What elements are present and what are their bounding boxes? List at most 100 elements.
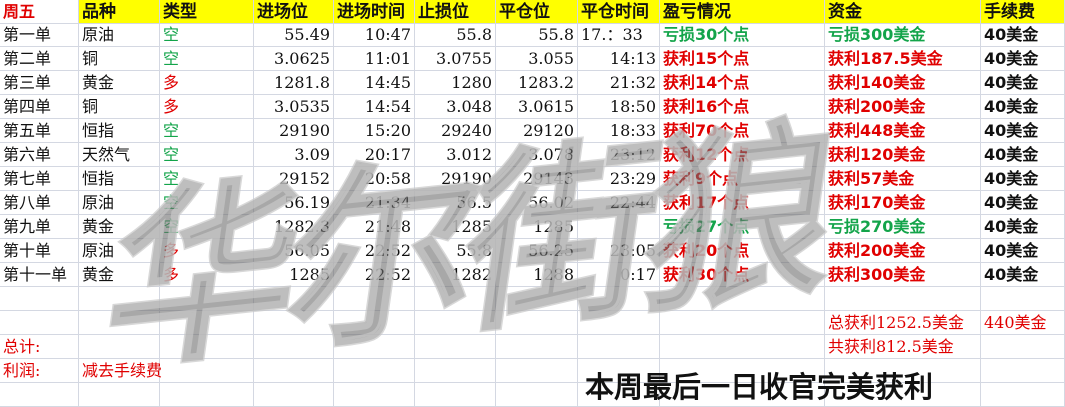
header-day[interactable]: 周五 [0, 0, 79, 24]
cell-pnl-points[interactable]: 获利15个点 [660, 47, 825, 71]
cell-stop-loss[interactable]: 1280 [415, 71, 496, 95]
cell-exit-time[interactable]: 23:05 [578, 239, 660, 263]
cell-pnl-points[interactable]: 获利9个点 [660, 167, 825, 191]
empty-cell[interactable] [0, 383, 79, 407]
header-stop-loss[interactable]: 止损位 [415, 0, 496, 24]
cell-entry-price[interactable]: 3.09 [254, 143, 334, 167]
cell-entry-price[interactable]: 29190 [254, 119, 334, 143]
cell-pnl-points[interactable]: 获利16个点 [660, 95, 825, 119]
cell-exit-time[interactable]: 14:13 [578, 47, 660, 71]
cell-stop-loss[interactable]: 3.0755 [415, 47, 496, 71]
cell-order[interactable]: 第五单 [0, 119, 79, 143]
cell-exit-time[interactable]: 21:32 [578, 71, 660, 95]
cell-fee[interactable]: 40美金 [981, 239, 1065, 263]
header-product[interactable]: 品种 [79, 0, 160, 24]
header-exit-time[interactable]: 平仓时间 [578, 0, 660, 24]
empty-cell[interactable] [660, 359, 825, 383]
cell-product[interactable]: 黄金 [79, 71, 160, 95]
cell-pnl-amount[interactable]: 获利448美金 [825, 119, 981, 143]
cell-exit-price[interactable]: 29120 [496, 119, 578, 143]
empty-cell[interactable] [254, 359, 334, 383]
cell-stop-loss[interactable]: 55.8 [415, 239, 496, 263]
cell-exit-price[interactable]: 3.055 [496, 47, 578, 71]
empty-cell[interactable] [79, 287, 160, 311]
cell-direction[interactable]: 空 [160, 215, 254, 239]
minus-fee-note[interactable]: 减去手续费 [79, 359, 162, 383]
cell-direction[interactable]: 空 [160, 143, 254, 167]
cell-entry-time[interactable]: 21:48 [334, 215, 415, 239]
header-pnl-points[interactable]: 盈亏情况 [660, 0, 825, 24]
empty-cell[interactable] [254, 383, 334, 407]
cell-fee[interactable]: 40美金 [981, 95, 1065, 119]
empty-cell[interactable] [415, 287, 496, 311]
empty-cell[interactable] [334, 383, 415, 407]
empty-cell[interactable] [578, 335, 660, 359]
cell-pnl-amount[interactable]: 获利200美金 [825, 95, 981, 119]
cell-stop-loss[interactable]: 3.012 [415, 143, 496, 167]
cell-entry-time[interactable]: 10:47 [334, 23, 415, 47]
cell-fee[interactable]: 40美金 [981, 119, 1065, 143]
cell-exit-price[interactable]: 56.25 [496, 239, 578, 263]
cell-order[interactable]: 第二单 [0, 47, 79, 71]
cell-entry-price[interactable]: 3.0625 [254, 47, 334, 71]
header-direction[interactable]: 类型 [160, 0, 254, 24]
cell-pnl-points[interactable]: 获利17个点 [660, 191, 825, 215]
cell-pnl-amount[interactable]: 获利170美金 [825, 191, 981, 215]
profit-label[interactable]: 利润: [0, 359, 79, 383]
header-entry-time[interactable]: 进场时间 [334, 0, 415, 24]
cell-pnl-amount[interactable]: 获利187.5美金 [825, 47, 981, 71]
cell-pnl-points[interactable]: 获利20个点 [660, 239, 825, 263]
cell-order[interactable]: 第六单 [0, 143, 79, 167]
empty-cell[interactable] [660, 287, 825, 311]
empty-cell[interactable] [825, 359, 981, 383]
empty-cell[interactable] [981, 359, 1065, 383]
empty-cell[interactable] [578, 359, 660, 383]
empty-cell[interactable] [0, 287, 79, 311]
cell-entry-time[interactable]: 11:01 [334, 47, 415, 71]
cell-exit-price[interactable]: 55.8 [496, 23, 578, 47]
cell-order[interactable]: 第九单 [0, 215, 79, 239]
cell-fee[interactable]: 40美金 [981, 215, 1065, 239]
cell-pnl-points[interactable]: 亏损30个点 [660, 23, 825, 47]
empty-cell[interactable] [79, 311, 160, 335]
cell-pnl-points[interactable]: 获利12个点 [660, 143, 825, 167]
cell-product[interactable]: 原油 [79, 191, 160, 215]
cell-entry-price[interactable]: 55.49 [254, 23, 334, 47]
cell-direction[interactable]: 多 [160, 71, 254, 95]
cell-pnl-amount[interactable]: 获利140美金 [825, 71, 981, 95]
cell-exit-price[interactable]: 1285 [496, 215, 578, 239]
cell-entry-time[interactable]: 22:52 [334, 263, 415, 287]
empty-cell[interactable] [415, 335, 496, 359]
empty-cell[interactable] [160, 359, 254, 383]
empty-cell[interactable] [660, 311, 825, 335]
cell-order[interactable]: 第四单 [0, 95, 79, 119]
cell-entry-price[interactable]: 1282.3 [254, 215, 334, 239]
cell-entry-price[interactable]: 3.0535 [254, 95, 334, 119]
cell-product[interactable]: 黄金 [79, 263, 160, 287]
cell-pnl-amount[interactable]: 获利200美金 [825, 239, 981, 263]
cell-direction[interactable]: 空 [160, 119, 254, 143]
cell-exit-time[interactable]: 18:33 [578, 119, 660, 143]
cell-direction[interactable]: 空 [160, 47, 254, 71]
empty-cell[interactable] [981, 335, 1065, 359]
cell-exit-time[interactable]: 22:44 [578, 191, 660, 215]
cell-product[interactable]: 恒指 [79, 167, 160, 191]
cell-entry-price[interactable]: 56.19 [254, 191, 334, 215]
header-entry-price[interactable]: 进场位 [254, 0, 334, 24]
empty-cell[interactable] [660, 335, 825, 359]
cell-order[interactable]: 第三单 [0, 71, 79, 95]
cell-order[interactable]: 第十单 [0, 239, 79, 263]
cell-product[interactable]: 原油 [79, 23, 160, 47]
cell-direction[interactable]: 多 [160, 263, 254, 287]
cell-exit-time[interactable] [578, 215, 660, 239]
empty-cell[interactable] [160, 311, 254, 335]
cell-entry-price[interactable]: 1285 [254, 263, 334, 287]
cell-entry-price[interactable]: 56.05 [254, 239, 334, 263]
cell-order[interactable]: 第七单 [0, 167, 79, 191]
cell-direction[interactable]: 空 [160, 191, 254, 215]
cell-exit-time[interactable]: 23:12 [578, 143, 660, 167]
cell-exit-price[interactable]: 1283.2 [496, 71, 578, 95]
cell-entry-price[interactable]: 29152 [254, 167, 334, 191]
cell-exit-price[interactable]: 3.078 [496, 143, 578, 167]
cell-pnl-points[interactable]: 亏损27个点 [660, 215, 825, 239]
